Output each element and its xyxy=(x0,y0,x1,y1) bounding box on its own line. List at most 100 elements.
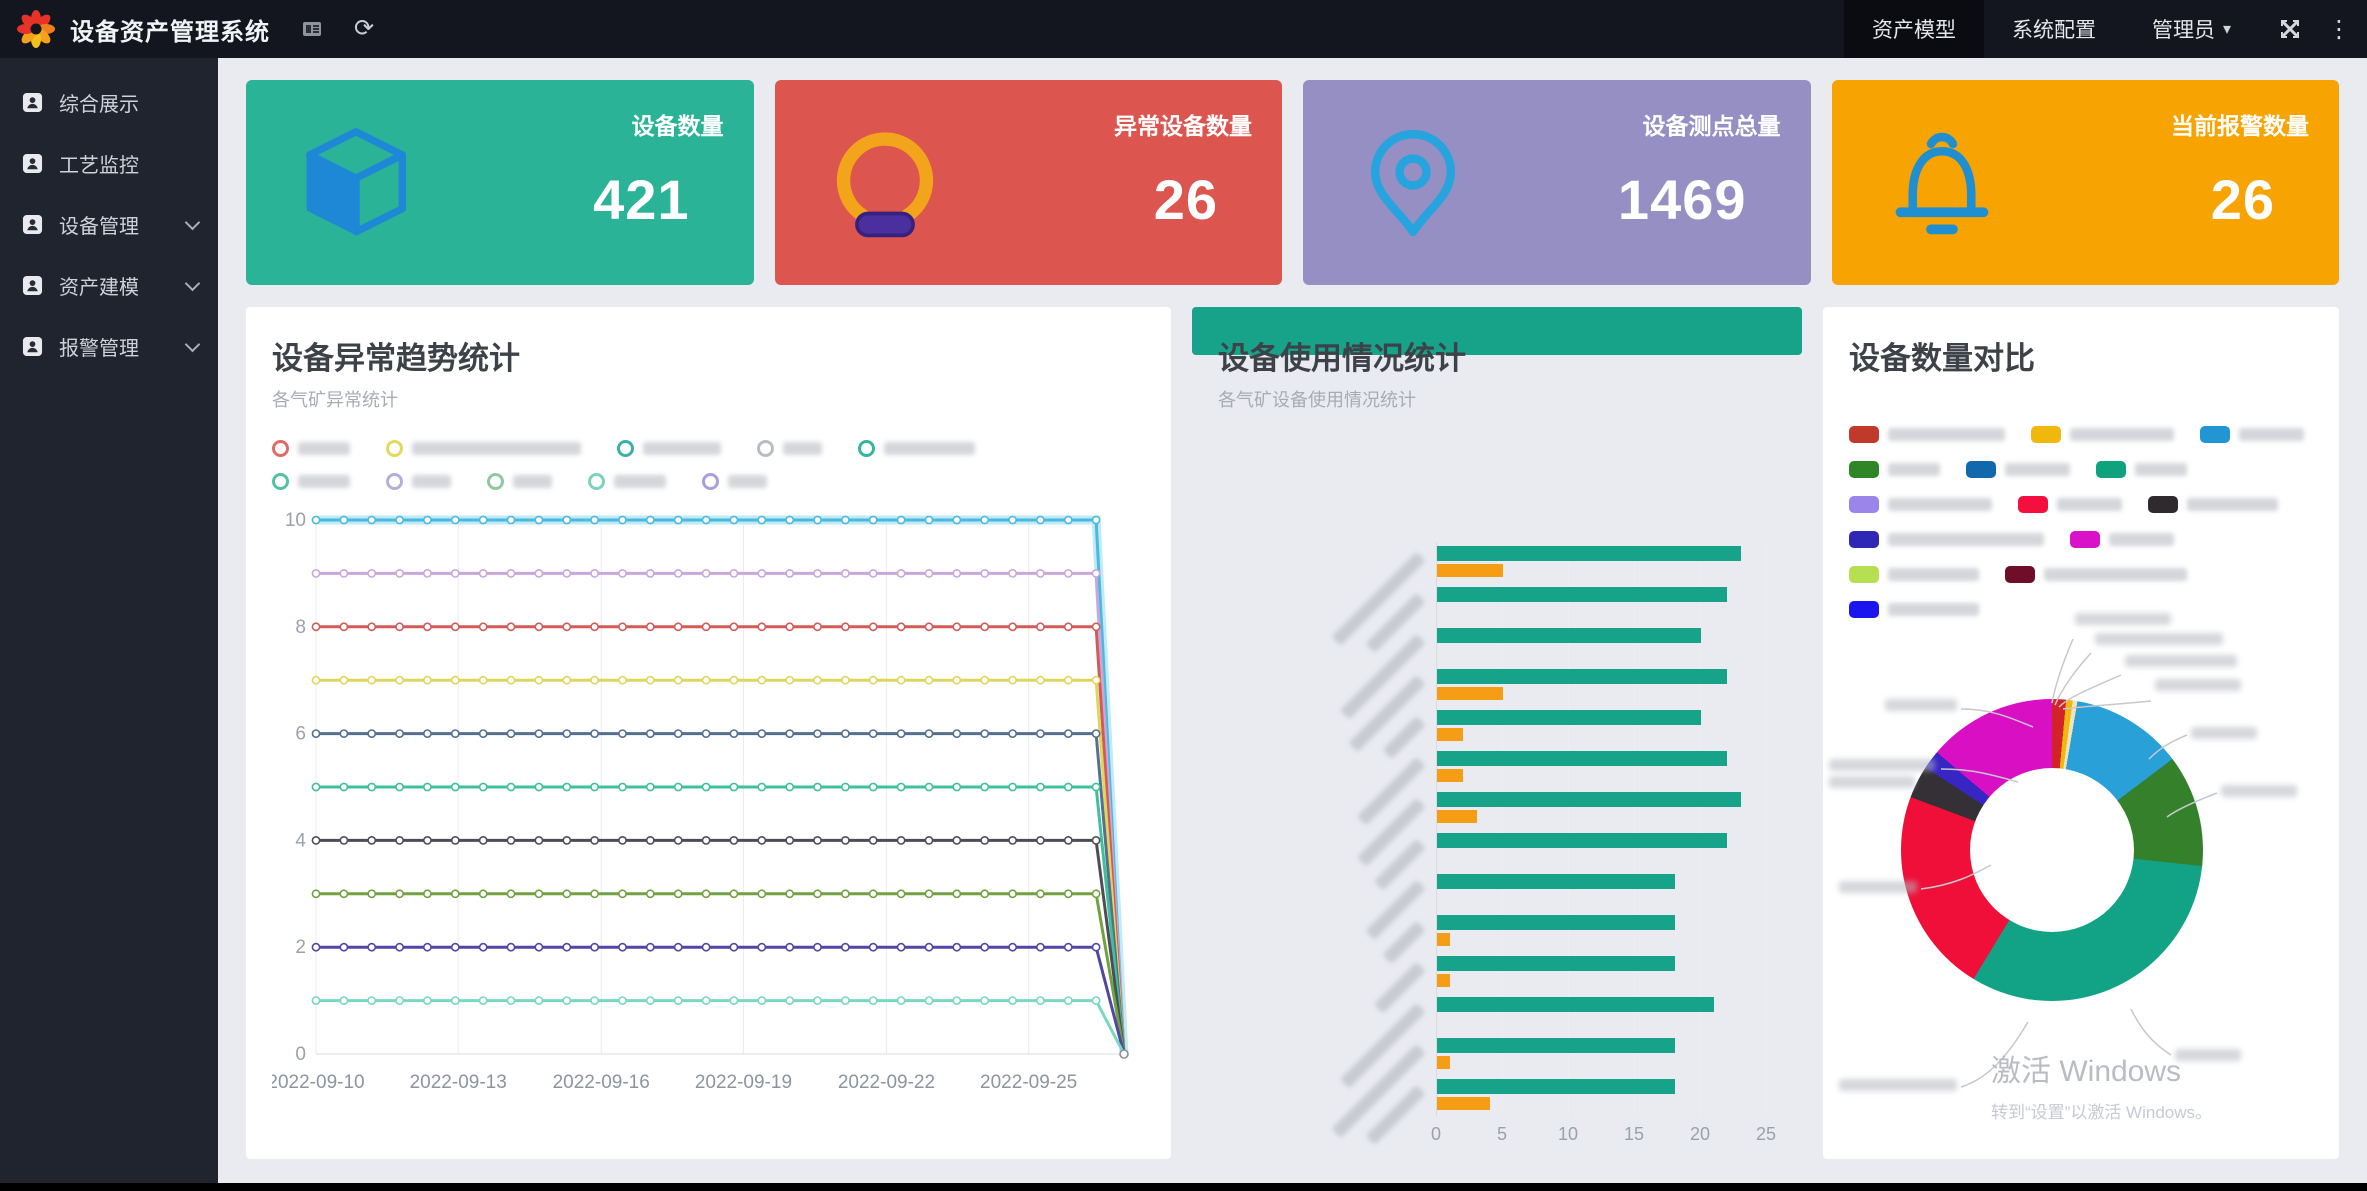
refresh-button[interactable]: ⟳ xyxy=(354,17,374,41)
bar-secondary[interactable] xyxy=(1437,810,1477,823)
bar-category-label-blurred xyxy=(1382,920,1426,965)
donut-legend-item-4[interactable] xyxy=(1966,461,2070,478)
sidebar-item-3[interactable]: 资产建模 xyxy=(0,255,218,316)
bar-primary[interactable] xyxy=(1437,751,1728,766)
fullscreen-button[interactable] xyxy=(2259,0,2321,58)
bar-secondary[interactable] xyxy=(1437,1097,1490,1110)
panel-subtitle: 各气矿设备使用情况统计 xyxy=(1218,390,1416,410)
bar-primary[interactable] xyxy=(1437,1038,1675,1053)
legend-item[interactable] xyxy=(757,440,822,457)
sidebar-item-1[interactable]: 工艺监控 xyxy=(0,133,218,194)
legend-label-blurred xyxy=(614,475,666,488)
card-value: 26 xyxy=(2210,168,2275,231)
bar-secondary[interactable] xyxy=(1437,769,1464,782)
bar-secondary[interactable] xyxy=(1437,728,1464,741)
legend-label-blurred xyxy=(2239,428,2304,441)
legend-marker-icon xyxy=(588,473,605,490)
bar-primary[interactable] xyxy=(1437,669,1728,684)
sidebar: 综合展示 工艺监控 设备管理 资产建模 xyxy=(0,58,218,1183)
donut-legend-item-0[interactable] xyxy=(1849,426,2005,443)
donut-legend-item-9[interactable] xyxy=(1849,531,2044,548)
app-title: 设备资产管理系统 xyxy=(70,18,270,46)
svg-text:10: 10 xyxy=(285,510,306,531)
legend-swatch-icon xyxy=(1849,531,1879,548)
donut-legend-item-8[interactable] xyxy=(2148,496,2278,513)
donut-chart xyxy=(1901,699,2203,1001)
bar-primary[interactable] xyxy=(1437,628,1701,643)
legend-swatch-icon xyxy=(2018,496,2048,513)
card-measure-point-total[interactable]: 设备测点总量 1469 xyxy=(1303,80,1811,285)
donut-legend-item-10[interactable] xyxy=(2070,531,2174,548)
bar-group-7 xyxy=(1373,829,1767,891)
sidebar-item-0[interactable]: 综合展示 xyxy=(0,72,218,133)
bar-primary[interactable] xyxy=(1437,792,1741,807)
bar-secondary[interactable] xyxy=(1437,1056,1451,1069)
legend-marker-icon xyxy=(272,473,289,490)
nav-asset-model[interactable]: 资产模型 xyxy=(1843,0,1984,58)
sidebar-item-label: 工艺监控 xyxy=(59,155,139,177)
bar-primary[interactable] xyxy=(1437,587,1728,602)
bar-primary[interactable] xyxy=(1437,1079,1675,1094)
sidebar-item-2[interactable]: 设备管理 xyxy=(0,194,218,255)
more-options-button[interactable]: ⋮ xyxy=(2321,0,2367,58)
bar-group-13 xyxy=(1365,1075,1767,1146)
bar-primary[interactable] xyxy=(1437,833,1728,848)
legend-marker-icon xyxy=(702,473,719,490)
legend-row xyxy=(272,440,1145,457)
card-label: 异常设备数量 xyxy=(1114,113,1252,139)
chevron-down-icon xyxy=(184,336,201,353)
bar-secondary[interactable] xyxy=(1437,687,1503,700)
bar-primary[interactable] xyxy=(1437,874,1675,889)
bar-group-4 xyxy=(1382,706,1767,760)
donut-callout-blurred xyxy=(1885,699,1957,711)
donut-callout-blurred xyxy=(2095,633,2223,645)
bar-primary[interactable] xyxy=(1437,956,1675,971)
panel-abnormal-trend: 设备异常趋势统计 各气矿异常统计 xyxy=(246,307,1171,1159)
watermark-title: 激活 Windows xyxy=(1991,1055,2182,1088)
legend-item[interactable] xyxy=(702,473,767,490)
sidebar-item-4[interactable]: 报警管理 xyxy=(0,316,218,377)
donut-legend-item-7[interactable] xyxy=(2018,496,2122,513)
card-current-alarm-count[interactable]: 当前报警数量 26 xyxy=(1831,80,2339,285)
nav-system-config[interactable]: 系统配置 xyxy=(1984,0,2124,58)
legend-label-blurred xyxy=(2135,463,2187,476)
collapse-menu-button[interactable] xyxy=(300,17,324,41)
line-chart-legend xyxy=(272,440,1145,490)
bar-primary[interactable] xyxy=(1437,915,1675,930)
bar-primary[interactable] xyxy=(1437,710,1701,725)
svg-text:8: 8 xyxy=(295,617,306,638)
nav-admin-dropdown[interactable]: 管理员 ▾ xyxy=(2124,0,2259,58)
card-abnormal-device-count[interactable]: 异常设备数量 26 xyxy=(774,80,1282,285)
bar-primary[interactable] xyxy=(1437,997,1715,1012)
donut-legend-item-3[interactable] xyxy=(1849,461,1940,478)
donut-legend-item-11[interactable] xyxy=(1849,566,1979,583)
donut-legend-item-12[interactable] xyxy=(2005,566,2187,583)
legend-item[interactable] xyxy=(858,440,975,457)
donut-legend-item-5[interactable] xyxy=(2096,461,2187,478)
legend-marker-icon xyxy=(386,440,403,457)
sidebar-item-label: 资产建模 xyxy=(59,277,139,299)
watermark-subtitle: 转到“设置”以激活 Windows。 xyxy=(1991,1103,2213,1122)
card-device-count[interactable]: 设备数量 421 xyxy=(246,80,754,285)
bar-group-2 xyxy=(1340,624,1767,720)
legend-swatch-icon xyxy=(1849,566,1879,583)
bar-secondary[interactable] xyxy=(1437,933,1451,946)
donut-legend-item-2[interactable] xyxy=(2200,426,2304,443)
legend-label-blurred xyxy=(298,475,350,488)
donut-legend-item-13[interactable] xyxy=(1849,601,1979,618)
bar-primary[interactable] xyxy=(1437,546,1741,561)
donut-legend-item-1[interactable] xyxy=(2031,426,2174,443)
donut-legend-item-6[interactable] xyxy=(1849,496,1992,513)
legend-item[interactable] xyxy=(487,473,552,490)
legend-item[interactable] xyxy=(386,473,451,490)
legend-item[interactable] xyxy=(617,440,721,457)
chevron-down-icon xyxy=(184,214,201,231)
legend-item[interactable] xyxy=(588,473,666,490)
bar-x-tick: 0 xyxy=(1430,1124,1442,1144)
legend-label-blurred xyxy=(412,475,451,488)
legend-item[interactable] xyxy=(272,473,350,490)
legend-item[interactable] xyxy=(386,440,581,457)
bar-secondary[interactable] xyxy=(1437,564,1503,577)
legend-item[interactable] xyxy=(272,440,350,457)
bar-secondary[interactable] xyxy=(1437,974,1451,987)
